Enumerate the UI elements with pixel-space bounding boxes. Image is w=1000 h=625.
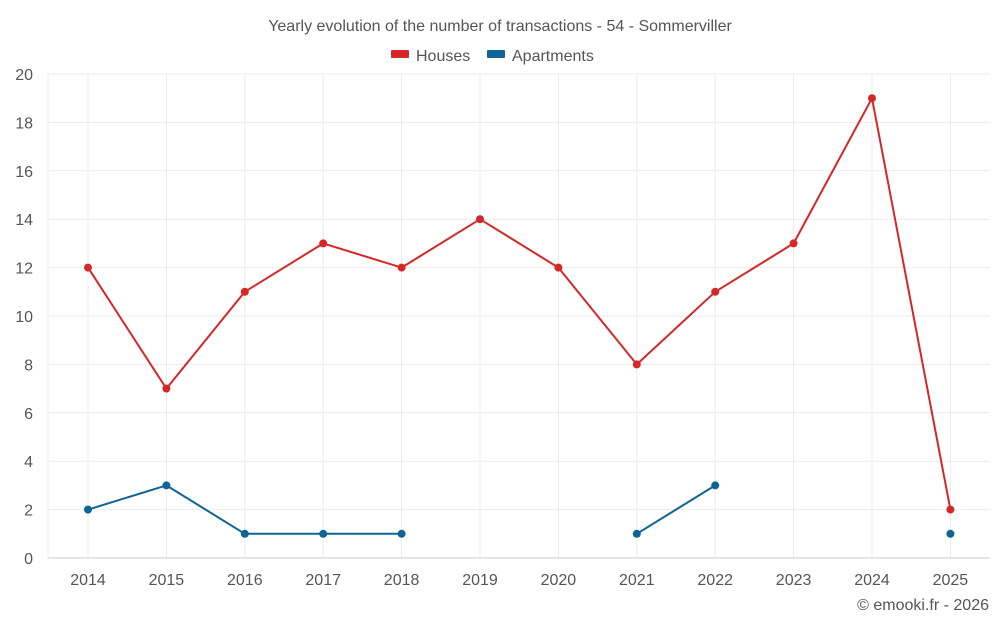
data-point-apartments-2022[interactable]	[711, 481, 720, 490]
x-tick-label-2019: 2019	[462, 572, 498, 589]
x-tick-label-2020: 2020	[541, 572, 577, 589]
series-layer	[84, 94, 955, 538]
series-line-houses-segment-0	[87, 97, 952, 510]
y-tick-label-18: 18	[15, 115, 33, 132]
x-tick-label-2016: 2016	[227, 572, 263, 589]
x-tick-label-2025: 2025	[933, 572, 969, 589]
data-point-apartments-2025[interactable]	[946, 529, 955, 538]
data-point-apartments-2018[interactable]	[397, 529, 406, 538]
series-houses	[84, 94, 955, 514]
y-axis-labels: 0 2 4 6 8 10 12 14 16 18 20	[15, 67, 33, 568]
x-tick-label-2014: 2014	[70, 572, 106, 589]
data-point-apartments-2014[interactable]	[84, 505, 92, 514]
y-tick-label-20: 20	[15, 67, 33, 84]
data-point-houses-2020[interactable]	[554, 263, 563, 272]
x-tick-label-2024: 2024	[854, 572, 890, 589]
data-point-houses-2022[interactable]	[711, 287, 720, 296]
x-tick-label-2023: 2023	[776, 572, 812, 589]
y-tick-label-12: 12	[15, 261, 33, 278]
y-tick-label-4: 4	[24, 454, 33, 471]
data-point-houses-2023[interactable]	[789, 239, 798, 248]
x-tick-label-2018: 2018	[384, 572, 420, 589]
data-point-houses-2017[interactable]	[319, 239, 328, 248]
x-tick-label-2021: 2021	[619, 572, 655, 589]
legend-item-houses[interactable]: Houses	[391, 48, 470, 65]
x-tick-label-2015: 2015	[149, 572, 185, 589]
legend: Houses Apartments	[391, 48, 594, 65]
data-point-apartments-2021[interactable]	[632, 529, 641, 538]
data-point-houses-2019[interactable]	[476, 215, 484, 224]
y-tick-label-16: 16	[15, 164, 33, 181]
x-axis-labels: 2014 2015 2016 2017 2018 2019 2020 2021 2022 2023…	[70, 572, 968, 589]
gridlines	[47, 73, 990, 558]
y-tick-label-0: 0	[24, 551, 33, 568]
legend-swatch-apartments	[487, 50, 505, 58]
data-point-houses-2014[interactable]	[84, 263, 92, 272]
y-tick-label-8: 8	[24, 357, 33, 374]
series-apartments	[84, 481, 955, 538]
data-point-houses-2024[interactable]	[868, 94, 876, 103]
data-point-houses-2015[interactable]	[162, 384, 171, 393]
data-point-apartments-2015[interactable]	[162, 481, 171, 490]
y-tick-label-2: 2	[24, 503, 33, 520]
y-tick-label-10: 10	[15, 309, 33, 326]
data-point-houses-2025[interactable]	[946, 505, 955, 514]
legend-label-houses: Houses	[416, 48, 470, 65]
chart-title: Yearly evolution of the number of transa…	[268, 18, 732, 35]
y-tick-label-6: 6	[24, 406, 33, 423]
credit-text: © emooki.fr - 2026	[857, 597, 989, 614]
series-line-apartments-segment-1	[636, 484, 716, 535]
data-point-houses-2018[interactable]	[397, 263, 406, 272]
data-point-houses-2021[interactable]	[632, 360, 641, 369]
x-tick-label-2017: 2017	[305, 572, 341, 589]
y-tick-label-14: 14	[15, 212, 33, 229]
legend-item-apartments[interactable]: Apartments	[487, 48, 594, 65]
x-tick-label-2022: 2022	[697, 572, 733, 589]
data-point-houses-2016[interactable]	[240, 287, 249, 296]
legend-swatch-houses	[391, 50, 409, 58]
legend-label-apartments: Apartments	[512, 48, 594, 65]
data-point-apartments-2016[interactable]	[240, 529, 249, 538]
data-point-apartments-2017[interactable]	[319, 529, 328, 538]
